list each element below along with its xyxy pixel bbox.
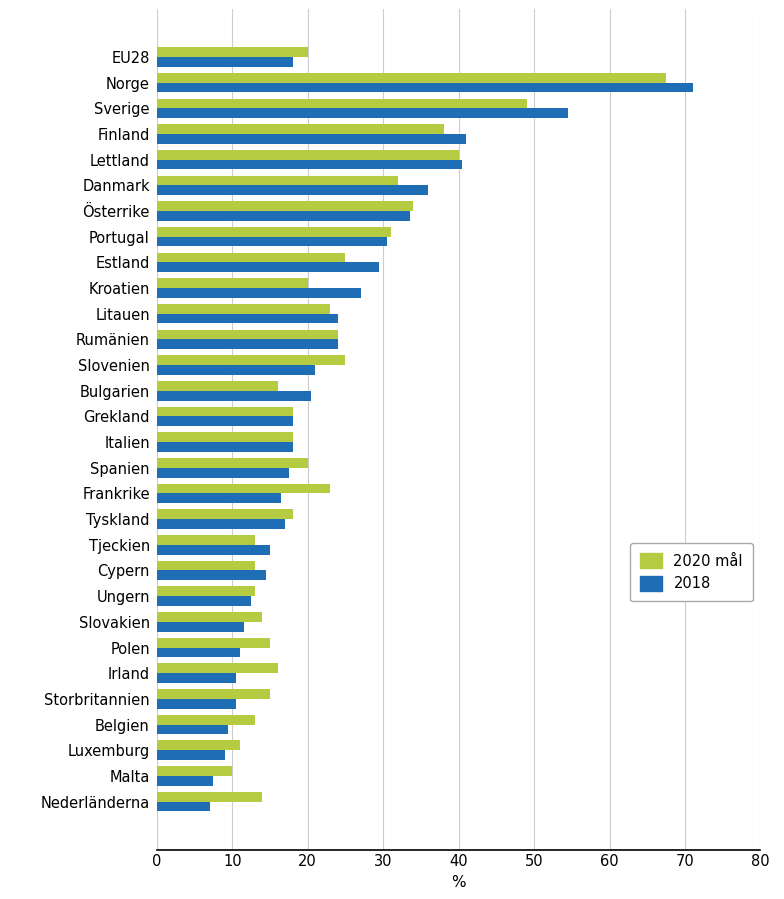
Bar <box>157 690 270 699</box>
Bar <box>157 253 346 263</box>
X-axis label: %: % <box>452 875 466 890</box>
Bar <box>157 494 281 503</box>
Bar <box>157 673 236 683</box>
Bar <box>157 99 527 108</box>
Bar <box>157 699 236 708</box>
Bar <box>157 802 209 812</box>
Bar <box>157 715 255 725</box>
Bar <box>157 637 270 647</box>
Bar <box>157 766 232 776</box>
Bar <box>157 416 292 426</box>
Bar <box>157 792 263 802</box>
Bar <box>157 83 692 93</box>
Bar <box>157 484 330 494</box>
Bar <box>157 612 263 622</box>
Bar <box>157 288 361 298</box>
Bar <box>157 776 213 786</box>
Legend: 2020 mål, 2018: 2020 mål, 2018 <box>630 543 753 601</box>
Bar <box>157 185 429 195</box>
Bar <box>157 545 270 555</box>
Bar <box>157 535 255 545</box>
Bar <box>157 510 292 519</box>
Bar <box>157 571 267 580</box>
Bar <box>157 124 444 134</box>
Bar <box>157 561 255 571</box>
Bar <box>157 586 255 596</box>
Bar <box>157 279 307 288</box>
Bar <box>157 365 315 375</box>
Bar <box>157 647 240 657</box>
Bar <box>157 201 413 211</box>
Bar <box>157 263 379 272</box>
Bar <box>157 227 390 236</box>
Bar <box>157 391 311 401</box>
Bar <box>157 622 244 632</box>
Bar <box>157 108 568 118</box>
Bar <box>157 741 240 751</box>
Bar <box>157 150 459 160</box>
Bar <box>157 160 463 169</box>
Bar <box>157 236 387 246</box>
Bar <box>157 751 225 760</box>
Bar <box>157 175 398 185</box>
Bar <box>157 467 289 477</box>
Bar <box>157 458 307 467</box>
Bar <box>157 73 666 83</box>
Bar <box>157 314 338 324</box>
Bar <box>157 406 292 416</box>
Bar <box>157 134 466 144</box>
Bar <box>157 211 409 221</box>
Bar <box>157 57 292 67</box>
Bar <box>157 596 251 606</box>
Bar <box>157 330 338 340</box>
Bar <box>157 663 278 673</box>
Bar <box>157 47 307 57</box>
Bar <box>157 442 292 452</box>
Bar <box>157 340 338 349</box>
Bar <box>157 381 278 391</box>
Bar <box>157 519 285 529</box>
Bar <box>157 725 228 734</box>
Bar <box>157 304 330 314</box>
Bar <box>157 432 292 442</box>
Bar <box>157 355 346 365</box>
